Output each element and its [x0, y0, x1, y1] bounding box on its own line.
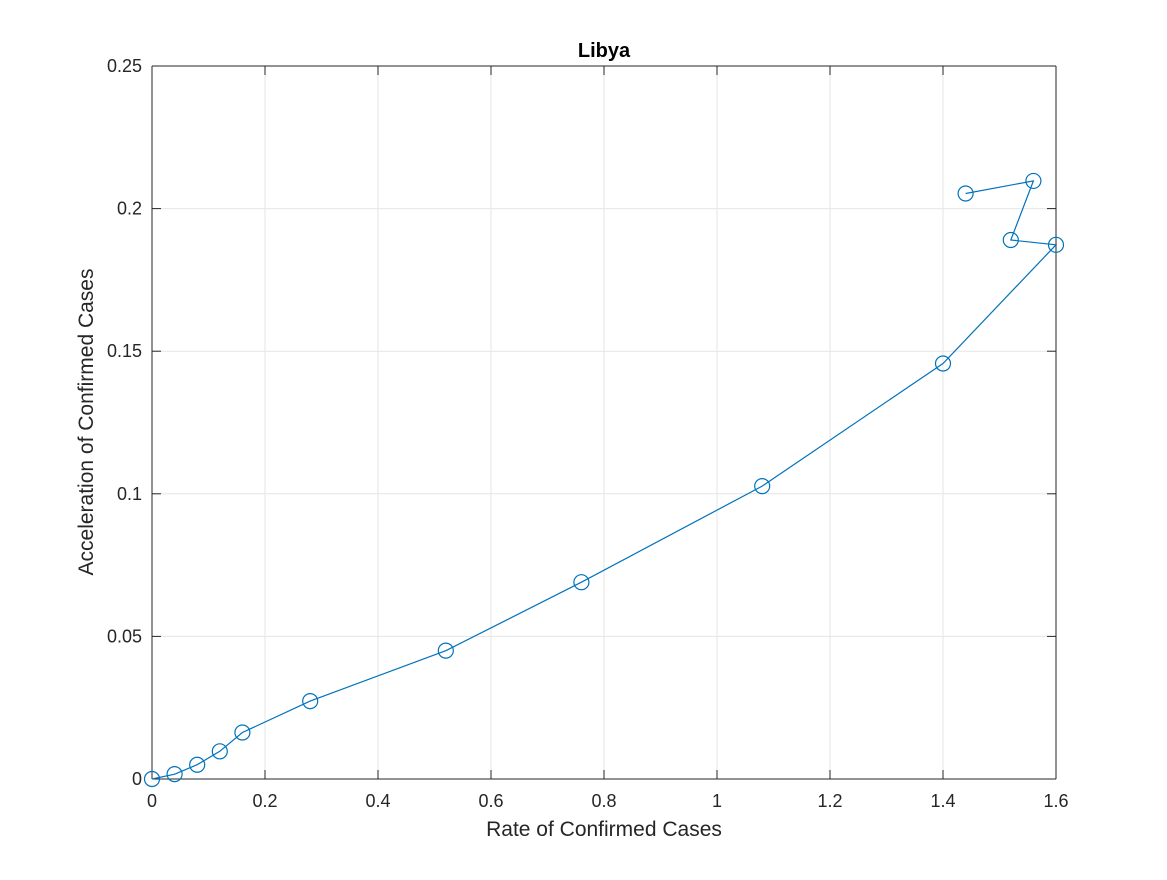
- y-tick-label: 0.25: [107, 56, 142, 76]
- x-tick-label: 0: [147, 791, 157, 811]
- x-tick-labels: 0 0.2 0.4 0.6 0.8 1 1.2 1.4 1.6: [147, 791, 1069, 811]
- y-tick-label: 0.05: [107, 626, 142, 646]
- grid: [151, 65, 1057, 780]
- series-group: [143, 172, 1065, 788]
- x-tick-label: 1.4: [930, 791, 955, 811]
- data-point-marker: [754, 477, 771, 495]
- x-tick-label: 0.6: [478, 791, 503, 811]
- data-point-marker: [934, 355, 952, 372]
- data-point-marker: [437, 642, 454, 659]
- data-point-marker: [1025, 172, 1042, 190]
- data-point-marker: [189, 756, 206, 773]
- y-tick-label: 0.15: [107, 341, 142, 361]
- data-point-marker: [1002, 231, 1019, 249]
- y-tick-labels: 0 0.05 0.1 0.15 0.2 0.25: [107, 56, 142, 789]
- axes: [151, 65, 1057, 780]
- y-tick-label: 0.2: [117, 199, 142, 219]
- x-tick-label: 0.2: [252, 791, 277, 811]
- y-tick-label: 0.1: [117, 484, 142, 504]
- x-tick-label: 1.6: [1043, 791, 1068, 811]
- chart-title: Libya: [578, 40, 631, 62]
- x-axis-label: Rate of Confirmed Cases: [486, 818, 722, 841]
- data-point-marker: [957, 185, 974, 202]
- data-point-marker: [166, 766, 183, 783]
- data-point-marker: [211, 743, 228, 760]
- y-axis-label: Acceleration of Confirmed Cases: [75, 269, 98, 576]
- x-tick-label: 1: [712, 791, 722, 811]
- data-point-marker: [1047, 236, 1065, 253]
- x-tick-label: 0.8: [591, 791, 616, 811]
- data-point-marker: [143, 770, 161, 788]
- x-tick-label: 0.4: [365, 791, 390, 811]
- y-tick-label: 0: [132, 769, 142, 789]
- data-point-marker: [234, 724, 251, 741]
- data-point-marker: [302, 693, 319, 710]
- data-point-marker: [573, 574, 590, 591]
- x-tick-label: 1.2: [817, 791, 842, 811]
